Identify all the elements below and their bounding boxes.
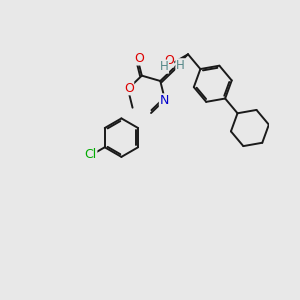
Text: O: O [164,54,174,67]
Text: O: O [124,82,134,95]
Text: Cl: Cl [85,148,97,161]
Text: H: H [160,60,169,73]
Text: N: N [160,94,169,107]
Text: H: H [176,59,185,72]
Text: O: O [134,52,144,65]
